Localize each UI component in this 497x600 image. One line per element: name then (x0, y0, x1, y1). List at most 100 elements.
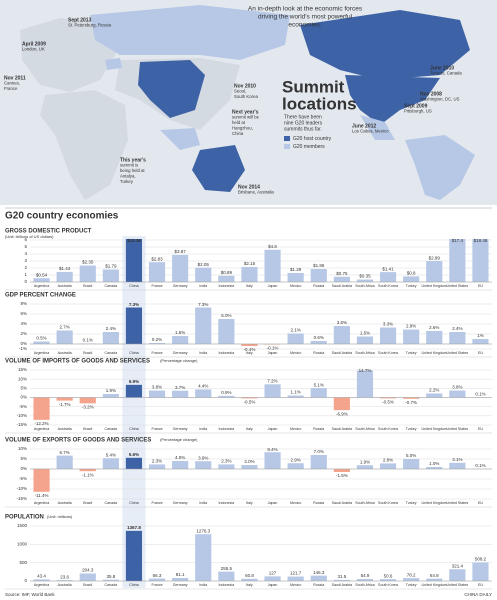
bar (102, 579, 119, 581)
summit-label: London, UK (22, 47, 45, 52)
bar (472, 339, 489, 344)
value-label: $2.05 (198, 262, 210, 267)
x-tick-label: Saudi Arabia (332, 501, 352, 505)
y-tick-label: 4 (24, 251, 27, 256)
value-label: 2.4% (452, 326, 462, 331)
x-tick-label: China (129, 351, 138, 355)
bars (33, 530, 489, 581)
bar (241, 266, 258, 282)
bar (195, 461, 212, 469)
x-tick-label: South Korea (378, 284, 398, 288)
bar (56, 397, 73, 401)
bar (287, 463, 304, 469)
bar (148, 390, 166, 398)
x-tick-label: Canada (105, 351, 118, 355)
intro-text: economies. (288, 22, 321, 29)
summit-label: Hangzhou, (232, 126, 253, 131)
x-tick-label: South Korea (378, 583, 398, 587)
y-tick-label: 2% (20, 331, 27, 336)
bar (449, 390, 466, 398)
value-label: 3.6% (337, 320, 347, 325)
y-tick-label: 0 (24, 279, 27, 284)
x-tick-label: India (199, 284, 207, 288)
summit-label: June 2010 (430, 65, 454, 71)
bar (356, 465, 374, 469)
x-tick-label: United States (447, 427, 469, 431)
bar (333, 579, 350, 581)
bars (33, 239, 489, 282)
x-tick-label: Italy (246, 427, 253, 431)
value-label: 5.1% (314, 382, 324, 387)
summit-label: being held at (120, 168, 145, 173)
bar (79, 469, 96, 472)
x-tick-label: Saudi Arabia (332, 284, 352, 288)
value-label: 1.6% (175, 330, 185, 335)
bar (148, 464, 166, 469)
bar (148, 262, 166, 282)
value-label: -1.1% (82, 472, 94, 477)
summit-label: June 2012 (352, 123, 376, 129)
panel-subtitle: (Unit: millions) (47, 514, 73, 519)
y-tick-label: -15% (16, 496, 27, 501)
section-title: G20 country economies (5, 211, 119, 222)
bar (102, 394, 119, 398)
credit: CHINA DAILY (464, 592, 492, 597)
x-tick-label: Saudi Arabia (332, 351, 352, 355)
x-tick-label: Japan (268, 501, 278, 505)
legend-label: G20 members (293, 144, 325, 150)
value-label: 3.3% (383, 322, 393, 327)
bar (79, 265, 96, 282)
bar (310, 455, 327, 469)
x-tick-label: Mexico (290, 351, 301, 355)
value-label: 43.4 (37, 574, 46, 579)
x-tick-label: Indonesia (219, 501, 235, 505)
bar (403, 397, 420, 399)
value-label: 2.9% (406, 324, 416, 329)
summit-label: Nov 2010 (234, 83, 256, 89)
value-label: 3.8% (152, 385, 162, 390)
x-tick-label: Turkey (406, 583, 417, 587)
bar (125, 530, 143, 581)
x-tick-label: Italy (246, 284, 253, 288)
value-label: 6.9% (129, 379, 139, 384)
bar (426, 467, 443, 469)
x-tick-label: South Korea (378, 427, 398, 431)
summit-label: Seoul, (234, 89, 246, 94)
panel-title: VOLUME OF IMPORTS OF GOODS AND SERVICES (5, 359, 150, 365)
panel-title: POPULATION (5, 515, 44, 521)
bar (310, 341, 327, 344)
source: Source: IMF, World Bank (5, 592, 55, 597)
value-label: $2.15 (244, 261, 256, 266)
x-tick-label: EU (478, 351, 483, 355)
bar (56, 330, 73, 344)
x-tick-label: France (151, 427, 162, 431)
bar (172, 461, 189, 469)
value-label: 2.6% (429, 325, 439, 330)
value-label: 66.3 (153, 573, 162, 578)
x-tick-label: Canada (105, 501, 118, 505)
bar (148, 578, 166, 581)
value-label: 204.3 (82, 568, 94, 573)
y-tick-label: 1500 (17, 523, 28, 528)
x-tick-label: EU (478, 284, 483, 288)
bar (241, 344, 258, 346)
summit-label: Brisbane, Australia (238, 190, 274, 195)
bar (172, 578, 189, 581)
bar (356, 578, 374, 581)
x-tick-label: Australia (58, 427, 72, 431)
x-tick-label: EU (478, 501, 483, 505)
value-label: 6.7% (60, 450, 70, 455)
bar (264, 249, 281, 282)
x-tick-label: Brazil (83, 583, 92, 587)
bar (241, 465, 258, 469)
bar (56, 271, 73, 282)
bar (379, 327, 397, 344)
value-label: 5.0% (406, 453, 416, 458)
bar (403, 329, 420, 344)
value-label: 321.4 (452, 563, 464, 568)
value-label: 8.4% (267, 447, 277, 452)
value-label: $0.35 (359, 274, 371, 279)
value-label: 78.2 (407, 572, 416, 577)
y-tick-label: 0% (20, 466, 27, 471)
bar (195, 389, 212, 398)
